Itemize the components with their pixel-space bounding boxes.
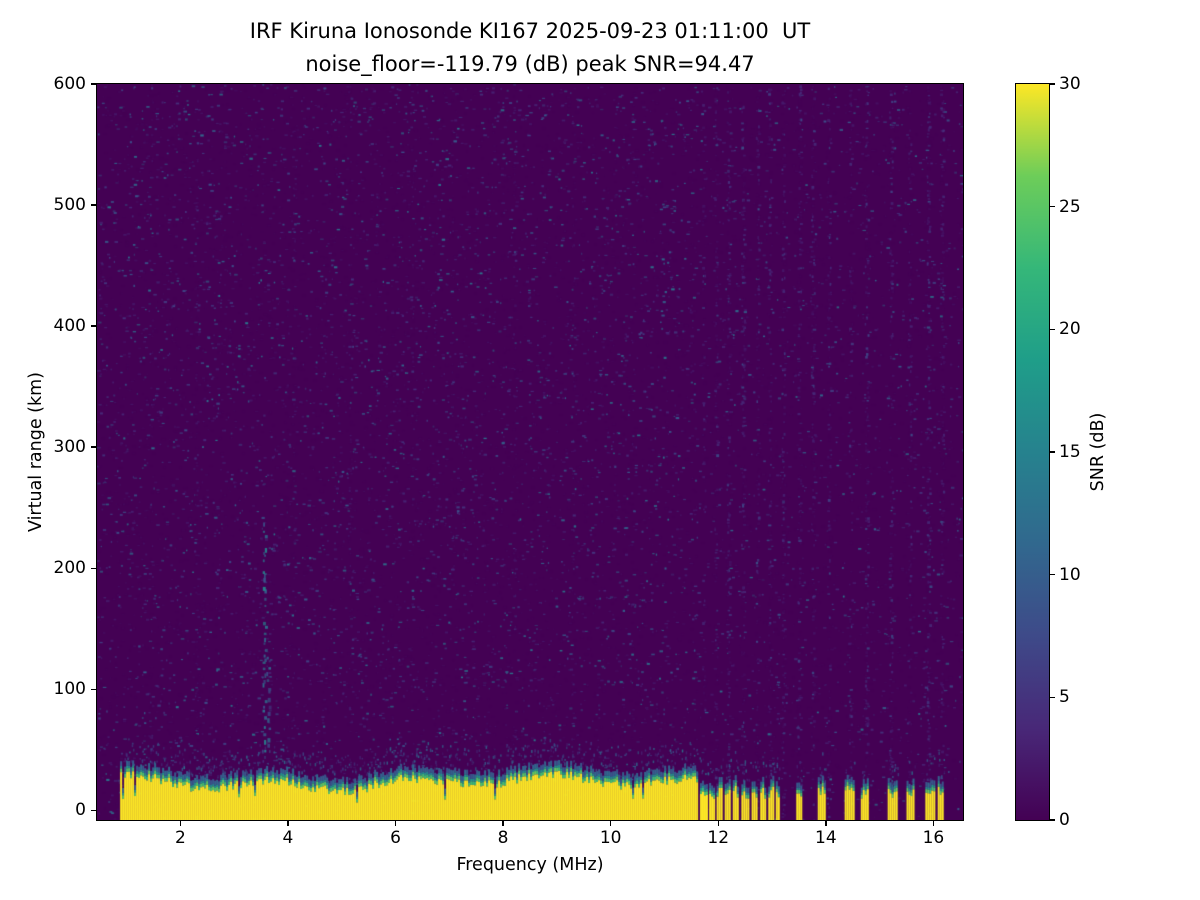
y-tick-mark xyxy=(91,204,96,206)
x-tick-mark xyxy=(825,821,827,826)
colorbar-tick-mark xyxy=(1050,819,1055,821)
x-tick-mark xyxy=(179,821,182,826)
y-tick-label: 400 xyxy=(53,316,86,337)
y-tick-label: 300 xyxy=(53,437,86,458)
y-tick-label: 100 xyxy=(53,679,86,700)
x-tick-label: 12 xyxy=(707,828,730,848)
x-tick-label: 6 xyxy=(390,828,401,848)
x-tick-label: 16 xyxy=(922,828,945,848)
y-tick-mark xyxy=(91,567,96,569)
chart-title-line2: noise_floor=-119.79 (dB) peak SNR=94.47 xyxy=(305,52,755,76)
colorbar-tick-mark xyxy=(1050,328,1055,331)
x-axis-label: Frequency (MHz) xyxy=(456,855,604,875)
x-tick-mark xyxy=(932,821,935,826)
x-tick-mark xyxy=(287,821,289,826)
x-tick-mark xyxy=(609,821,612,826)
colorbar-label: SNR (dB) xyxy=(1088,412,1108,492)
x-tick-label: 8 xyxy=(497,828,509,848)
chart-title-line1: IRF Kiruna Ionosonde KI167 2025-09-23 01… xyxy=(249,19,811,43)
y-tick-label: 200 xyxy=(53,558,86,579)
x-tick-mark xyxy=(502,821,504,826)
plot-area xyxy=(96,83,964,821)
colorbar-tick-mark xyxy=(1050,451,1055,453)
x-tick-label: 10 xyxy=(599,828,622,848)
colorbar-tick-mark xyxy=(1050,573,1055,576)
colorbar-tick-mark xyxy=(1050,696,1055,699)
x-tick-label: 4 xyxy=(282,828,294,848)
colorbar-tick-mark xyxy=(1050,205,1055,208)
colorbar-tick-label: 15 xyxy=(1059,442,1081,462)
y-tick-mark xyxy=(91,83,96,85)
y-tick-mark xyxy=(91,325,96,327)
colorbar-tick-label: 0 xyxy=(1059,810,1070,830)
x-tick-mark xyxy=(394,821,397,826)
ionogram-canvas xyxy=(97,84,963,820)
chart-title: IRF Kiruna Ionosonde KI167 2025-09-23 01… xyxy=(97,15,963,81)
y-tick-mark xyxy=(91,446,96,448)
colorbar-tick-mark xyxy=(1050,83,1055,85)
y-tick-mark xyxy=(91,809,96,811)
x-tick-label: 14 xyxy=(815,828,837,848)
x-tick-label: 2 xyxy=(174,828,186,848)
x-tick-mark xyxy=(717,821,719,826)
colorbar-tick-label: 30 xyxy=(1059,74,1081,94)
colorbar-tick-label: 5 xyxy=(1059,687,1070,708)
colorbar xyxy=(1015,83,1050,821)
colorbar-tick-label: 10 xyxy=(1059,564,1081,585)
colorbar-tick-label: 25 xyxy=(1059,196,1081,217)
y-tick-label: 0 xyxy=(75,800,86,821)
y-tick-label: 500 xyxy=(53,195,86,216)
colorbar-tick-label: 20 xyxy=(1059,319,1081,340)
y-tick-mark xyxy=(91,688,96,690)
y-tick-label: 600 xyxy=(53,74,86,94)
